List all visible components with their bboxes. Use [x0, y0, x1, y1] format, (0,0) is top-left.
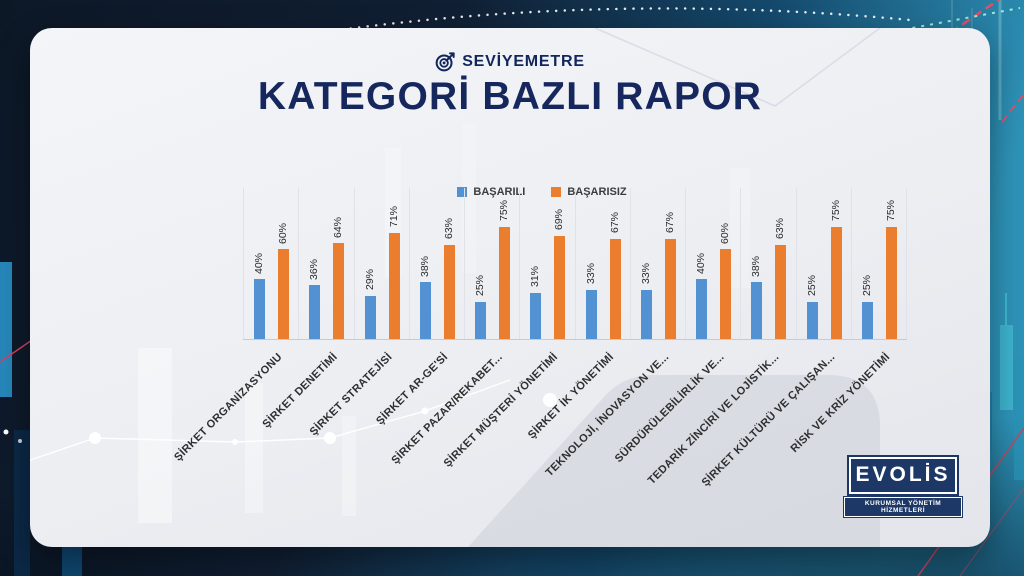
chart-category-1: 40% 60% ŞİRKET ORGANİZASYONU [172, 188, 298, 464]
page-title: KATEGORİ BAZLI RAPOR [257, 75, 763, 118]
category-axis-label: ŞİRKET ORGANİZASYONU [171, 351, 285, 464]
legend-item-basarili: BAŞARILI [457, 186, 525, 198]
chart-category-5: 25% 75% ŞİRKET PAZAR/REKABET... [390, 188, 519, 467]
legend-swatch-basarisiz [551, 187, 562, 197]
chart-category-12: 25% 75% RİSK VE KRİZ YÖNETİMİ [788, 188, 906, 455]
bar-value-label: 33% [584, 263, 597, 285]
bar-value-label: 60% [719, 222, 731, 244]
bar-basarisiz [664, 238, 676, 339]
chart-category-3: 29% 71% ŞİRKET STRATEJİSİ [308, 188, 409, 438]
category-axis-label: ŞİRKET PAZAR/REKABET... [389, 351, 506, 467]
candlestick-decor [1000, 325, 1013, 410]
bar-value-label: 71% [387, 206, 400, 228]
bar-basarili [530, 292, 542, 339]
legend-label-basarisiz: BAŞARISIZ [567, 186, 627, 198]
bar-basarili [861, 301, 873, 339]
chart-category-8: 33% 67% TEKNOLOJİ, İNOVASYON VE... [543, 188, 685, 479]
bar-value-label: 33% [639, 263, 652, 285]
bar-value-label: 25% [860, 275, 873, 297]
chart-category-7: 33% 67% ŞİRKET İK YÖNETİMİ [526, 188, 630, 441]
bar-basarisiz [720, 249, 731, 339]
bar-basarili [806, 301, 818, 339]
target-icon [435, 52, 455, 72]
bar-basarisiz [885, 226, 897, 339]
bar-basarisiz [333, 243, 345, 339]
bar-value-label: 40% [695, 252, 707, 274]
bar-value-label: 25% [474, 275, 486, 297]
bar-value-label: 38% [750, 255, 763, 277]
bar-value-label: 29% [363, 269, 376, 291]
bar-basarili [254, 279, 265, 339]
bar-value-label: 36% [308, 258, 321, 280]
bar-basarisiz [775, 244, 787, 339]
bar-value-label: 60% [277, 222, 289, 244]
category-axis-label: TEKNOLOJİ, İNOVASYON VE... [543, 351, 672, 479]
bar-basarili [309, 285, 321, 339]
bar-value-label: 63% [774, 218, 787, 240]
bar-chart: 40% 60% ŞİRKET ORGANİZASYONU 36% 64% ŞİRKET D… [172, 188, 907, 489]
bar-basarili [696, 279, 707, 339]
bar-value-label: 38% [418, 255, 431, 277]
legend-swatch-basarili [457, 187, 468, 197]
bar-basarili [419, 282, 431, 339]
logo-tagline: KURUMSAL YÖNETİM HİZMETLERİ [844, 497, 962, 517]
bar-basarili [751, 282, 763, 339]
logo-name: EVOLİS [849, 457, 957, 494]
candlestick-decor [0, 262, 12, 397]
bar-basarili [585, 289, 597, 339]
brand-name: SEVİYEMETRE [462, 53, 585, 70]
bar-value-label: 31% [529, 266, 542, 288]
bar-value-label: 64% [332, 216, 345, 238]
bar-basarili [475, 301, 486, 339]
category-axis-label: RİSK VE KRİZ YÖNETİMİ [788, 351, 893, 455]
chart-category-2: 36% 64% ŞİRKET DENETİMİ [260, 188, 353, 431]
bar-basarisiz [388, 232, 400, 339]
bar-basarili [364, 295, 376, 339]
bar-value-label: 63% [442, 218, 455, 240]
bar-basarisiz [554, 235, 566, 339]
chart-category-4: 38% 63% ŞİRKET AR-GE'Sİ [374, 188, 464, 427]
chart-category-6: 31% 69% ŞİRKET MÜŞTERİ YÖNETİMİ [442, 188, 574, 470]
chart-category-10: 38% 63% TEDARİK ZİNCİRİ VE LOJİSTİK... [646, 188, 795, 487]
legend-item-basarisiz: BAŞARISIZ [551, 186, 627, 198]
legend-label-basarili: BAŞARILI [473, 186, 526, 198]
bar-basarisiz [499, 226, 510, 339]
bar-value-label: 40% [253, 252, 265, 274]
chart-category-11: 25% 75% ŞİRKET KÜLTÜRÜ VE ÇALIŞAN... [699, 188, 851, 489]
brand-row: SEVİYEMETRE [30, 28, 990, 72]
bar-basarisiz [609, 238, 621, 339]
category-axis-label: ŞİRKET MÜŞTERİ YÖNETİMİ [442, 351, 561, 470]
category-axis-label: SÜRDÜRÜLEBİLİRLİK VE... [612, 351, 727, 466]
line-chart-decor [30, 379, 511, 461]
bar-value-label: 69% [553, 209, 566, 231]
bar-value-label: 67% [608, 212, 621, 234]
gray-shape-decor [468, 375, 880, 547]
evolis-logo: EVOLİS KURUMSAL YÖNETİM HİZMETLERİ [842, 457, 964, 517]
bar-value-label: 25% [805, 275, 818, 297]
bar-basarisiz [443, 244, 455, 339]
bar-value-label: 75% [498, 200, 510, 222]
report-card: SEVİYEMETRE KATEGORİ BAZLI RAPOR BAŞARIL… [30, 28, 990, 547]
bar-basarisiz [830, 226, 842, 339]
trend-line-decor [892, 0, 1001, 74]
bar-value-label: 75% [829, 200, 842, 222]
chart-legend: BAŞARILI BAŞARISIZ [62, 186, 990, 198]
chart-category-9: 40% 60% SÜRDÜRÜLEBİLİRLİK VE... [612, 188, 740, 465]
bar-value-label: 67% [663, 212, 676, 234]
card-watermark-graphics [30, 28, 882, 547]
bar-value-label: 75% [884, 200, 897, 222]
bar-basarisiz [278, 249, 289, 339]
bar-basarili [640, 289, 652, 339]
